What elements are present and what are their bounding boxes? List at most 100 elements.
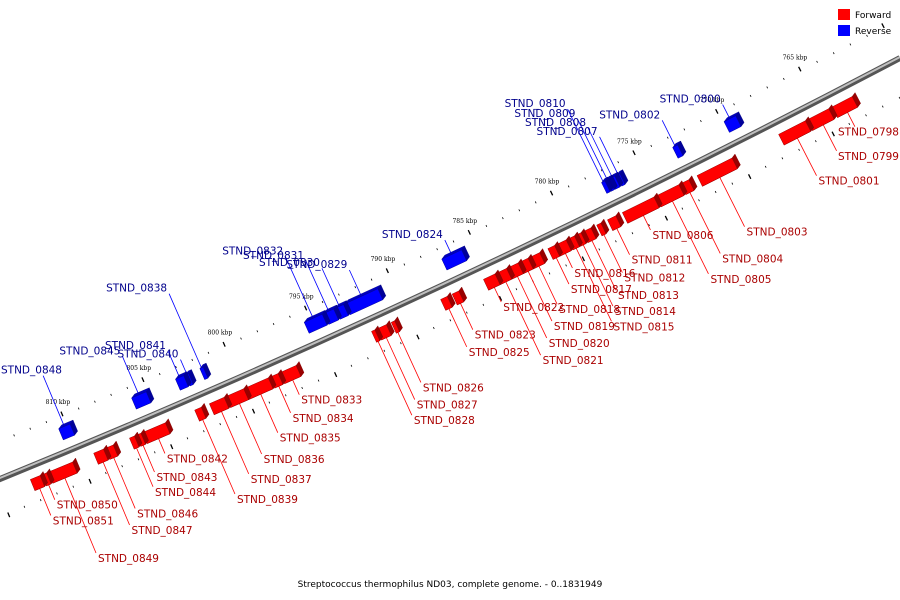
gene-label-STND_0832[interactable]: STND_0832 [222,245,283,257]
gene-label-STND_0809[interactable]: STND_0809 [514,108,575,120]
gene-STND_0824[interactable] [441,245,470,271]
gene-STND_0804[interactable] [680,175,698,195]
gene-label-STND_0821[interactable]: STND_0821 [543,355,604,367]
gene-STND_0837[interactable] [209,392,233,416]
gene-label-STND_0839[interactable]: STND_0839 [237,494,298,506]
gene-label-STND_0812[interactable]: STND_0812 [624,273,685,285]
gene-STND_0838[interactable] [199,362,212,380]
gene-label-STND_0840[interactable]: STND_0840 [117,349,178,361]
gene-STND_0844[interactable] [129,431,143,450]
gene-STND_0800[interactable] [723,111,745,133]
gene-label-STND_0830[interactable]: STND_0830 [259,257,320,269]
gene-label-STND_0815[interactable]: STND_0815 [613,321,674,333]
gene-label-STND_0848[interactable]: STND_0848 [1,365,62,377]
gene-STND_0806[interactable] [622,192,663,224]
gene-label-STND_0827[interactable]: STND_0827 [417,400,478,412]
gene-STND_0817[interactable] [547,241,563,260]
scale-tick-above [783,77,785,81]
gene-label-STND_0817[interactable]: STND_0817 [571,284,632,296]
gene-label-STND_0804[interactable]: STND_0804 [722,253,783,265]
gene-label-STND_0798[interactable]: STND_0798 [838,127,899,139]
gene-STND_0846[interactable] [104,440,122,460]
gene-label-STND_0829[interactable]: STND_0829 [286,259,347,271]
gene-label-STND_0813[interactable]: STND_0813 [618,290,679,302]
gene-label-STND_0847[interactable]: STND_0847 [132,525,193,537]
gene-STND_0805[interactable] [655,180,688,208]
gene-STND_0823[interactable] [451,286,468,306]
gene-label-STND_0828[interactable]: STND_0828 [414,415,475,427]
gene-STND_0832[interactable] [303,309,331,334]
gene-label-STND_0801[interactable]: STND_0801 [819,176,880,188]
gene-STND_0815[interactable] [567,231,583,251]
gene-label-STND_0799[interactable]: STND_0799 [838,151,899,163]
gene-label-STND_0844[interactable]: STND_0844 [155,487,216,499]
gene-STND_0830[interactable] [334,300,352,320]
gene-STND_0829[interactable] [344,284,387,316]
gene-STND_0841[interactable] [174,371,192,391]
gene-label-STND_0842[interactable]: STND_0842 [167,453,228,465]
scale-tick-above [849,43,852,46]
gene-label-STND_0818[interactable]: STND_0818 [559,304,620,316]
gene-label-STND_0835[interactable]: STND_0835 [280,433,341,445]
gene-label-STND_0838[interactable]: STND_0838 [106,283,167,295]
gene-STND_0839[interactable] [194,402,210,422]
gene-label-STND_0807[interactable]: STND_0807 [537,126,598,138]
gene-STND_0811[interactable] [607,211,625,231]
scale-tick-below [7,512,11,518]
gene-STND_0842[interactable] [142,418,174,445]
gene-STND_0801[interactable] [778,116,815,146]
gene-STND_0848[interactable] [58,419,78,441]
gene-label-STND_0816[interactable]: STND_0816 [574,268,635,280]
gene-front-face [831,96,858,118]
gene-label-STND_0824[interactable]: STND_0824 [382,229,443,241]
gene-STND_0802[interactable] [672,140,687,159]
gene-label-STND_0810[interactable]: STND_0810 [505,98,566,110]
gene-label-STND_0808[interactable]: STND_0808 [525,117,586,129]
gene-label-STND_0819[interactable]: STND_0819 [554,321,615,333]
gene-label-STND_0822[interactable]: STND_0822 [503,302,564,314]
gene-STND_0799[interactable] [806,104,838,131]
gene-label-STND_0846[interactable]: STND_0846 [137,508,198,520]
gene-label-STND_0803[interactable]: STND_0803 [747,227,808,239]
gene-label-STND_0825[interactable]: STND_0825 [469,347,530,359]
gene-label-STND_0843[interactable]: STND_0843 [156,472,217,484]
gene-STND_0798[interactable] [831,92,861,118]
gene-label-STND_0831[interactable]: STND_0831 [243,250,304,262]
gene-STND_0812[interactable] [596,218,610,237]
gene-label-STND_0805[interactable]: STND_0805 [710,274,771,286]
legend-reverse-label: Reverse [855,27,892,37]
gene-label-STND_0833[interactable]: STND_0833 [301,395,362,407]
gene-STND_0825[interactable] [440,292,456,311]
gene-STND_0849[interactable] [47,457,81,484]
gene-label-STND_0811[interactable]: STND_0811 [632,255,693,267]
gene-label-STND_0814[interactable]: STND_0814 [615,306,676,318]
gene-label-STND_0823[interactable]: STND_0823 [475,330,536,342]
gene-label-STND_0806[interactable]: STND_0806 [652,230,713,242]
scale-tick-above [256,330,259,333]
gene-label-STND_0834[interactable]: STND_0834 [293,413,354,425]
gene-front-face [58,423,75,441]
gene-label-STND_0849[interactable]: STND_0849 [98,553,159,565]
gene-STND_0847[interactable] [93,444,112,465]
gene-label-STND_0802[interactable]: STND_0802 [599,109,660,121]
gene-label-STND_0837[interactable]: STND_0837 [251,474,312,486]
gene-STND_0828[interactable] [371,325,384,343]
gene-STND_0845[interactable] [131,387,155,410]
gene-label-STND_0836[interactable]: STND_0836 [264,454,325,466]
gene-label-STND_0826[interactable]: STND_0826 [423,382,484,394]
gene-STND_0822[interactable] [483,269,504,291]
leader-line [292,379,300,395]
gene-STND_0813[interactable] [582,223,600,244]
leader-line [64,478,97,554]
gene-label-STND_0800[interactable]: STND_0800 [660,94,721,106]
gene-STND_0803[interactable] [696,153,741,187]
gene-label-STND_0841[interactable]: STND_0841 [105,340,166,352]
gene-label-STND_0820[interactable]: STND_0820 [549,338,610,350]
gene-label-STND_0845[interactable]: STND_0845 [59,345,120,357]
gene-STND_0851[interactable] [29,471,49,492]
scale-tick-above [240,337,242,340]
gene-label-STND_0850[interactable]: STND_0850 [57,500,118,512]
gene-label-STND_0851[interactable]: STND_0851 [53,515,114,527]
gene-STND_0810[interactable] [601,176,614,194]
gene-STND_0826[interactable] [390,316,403,334]
